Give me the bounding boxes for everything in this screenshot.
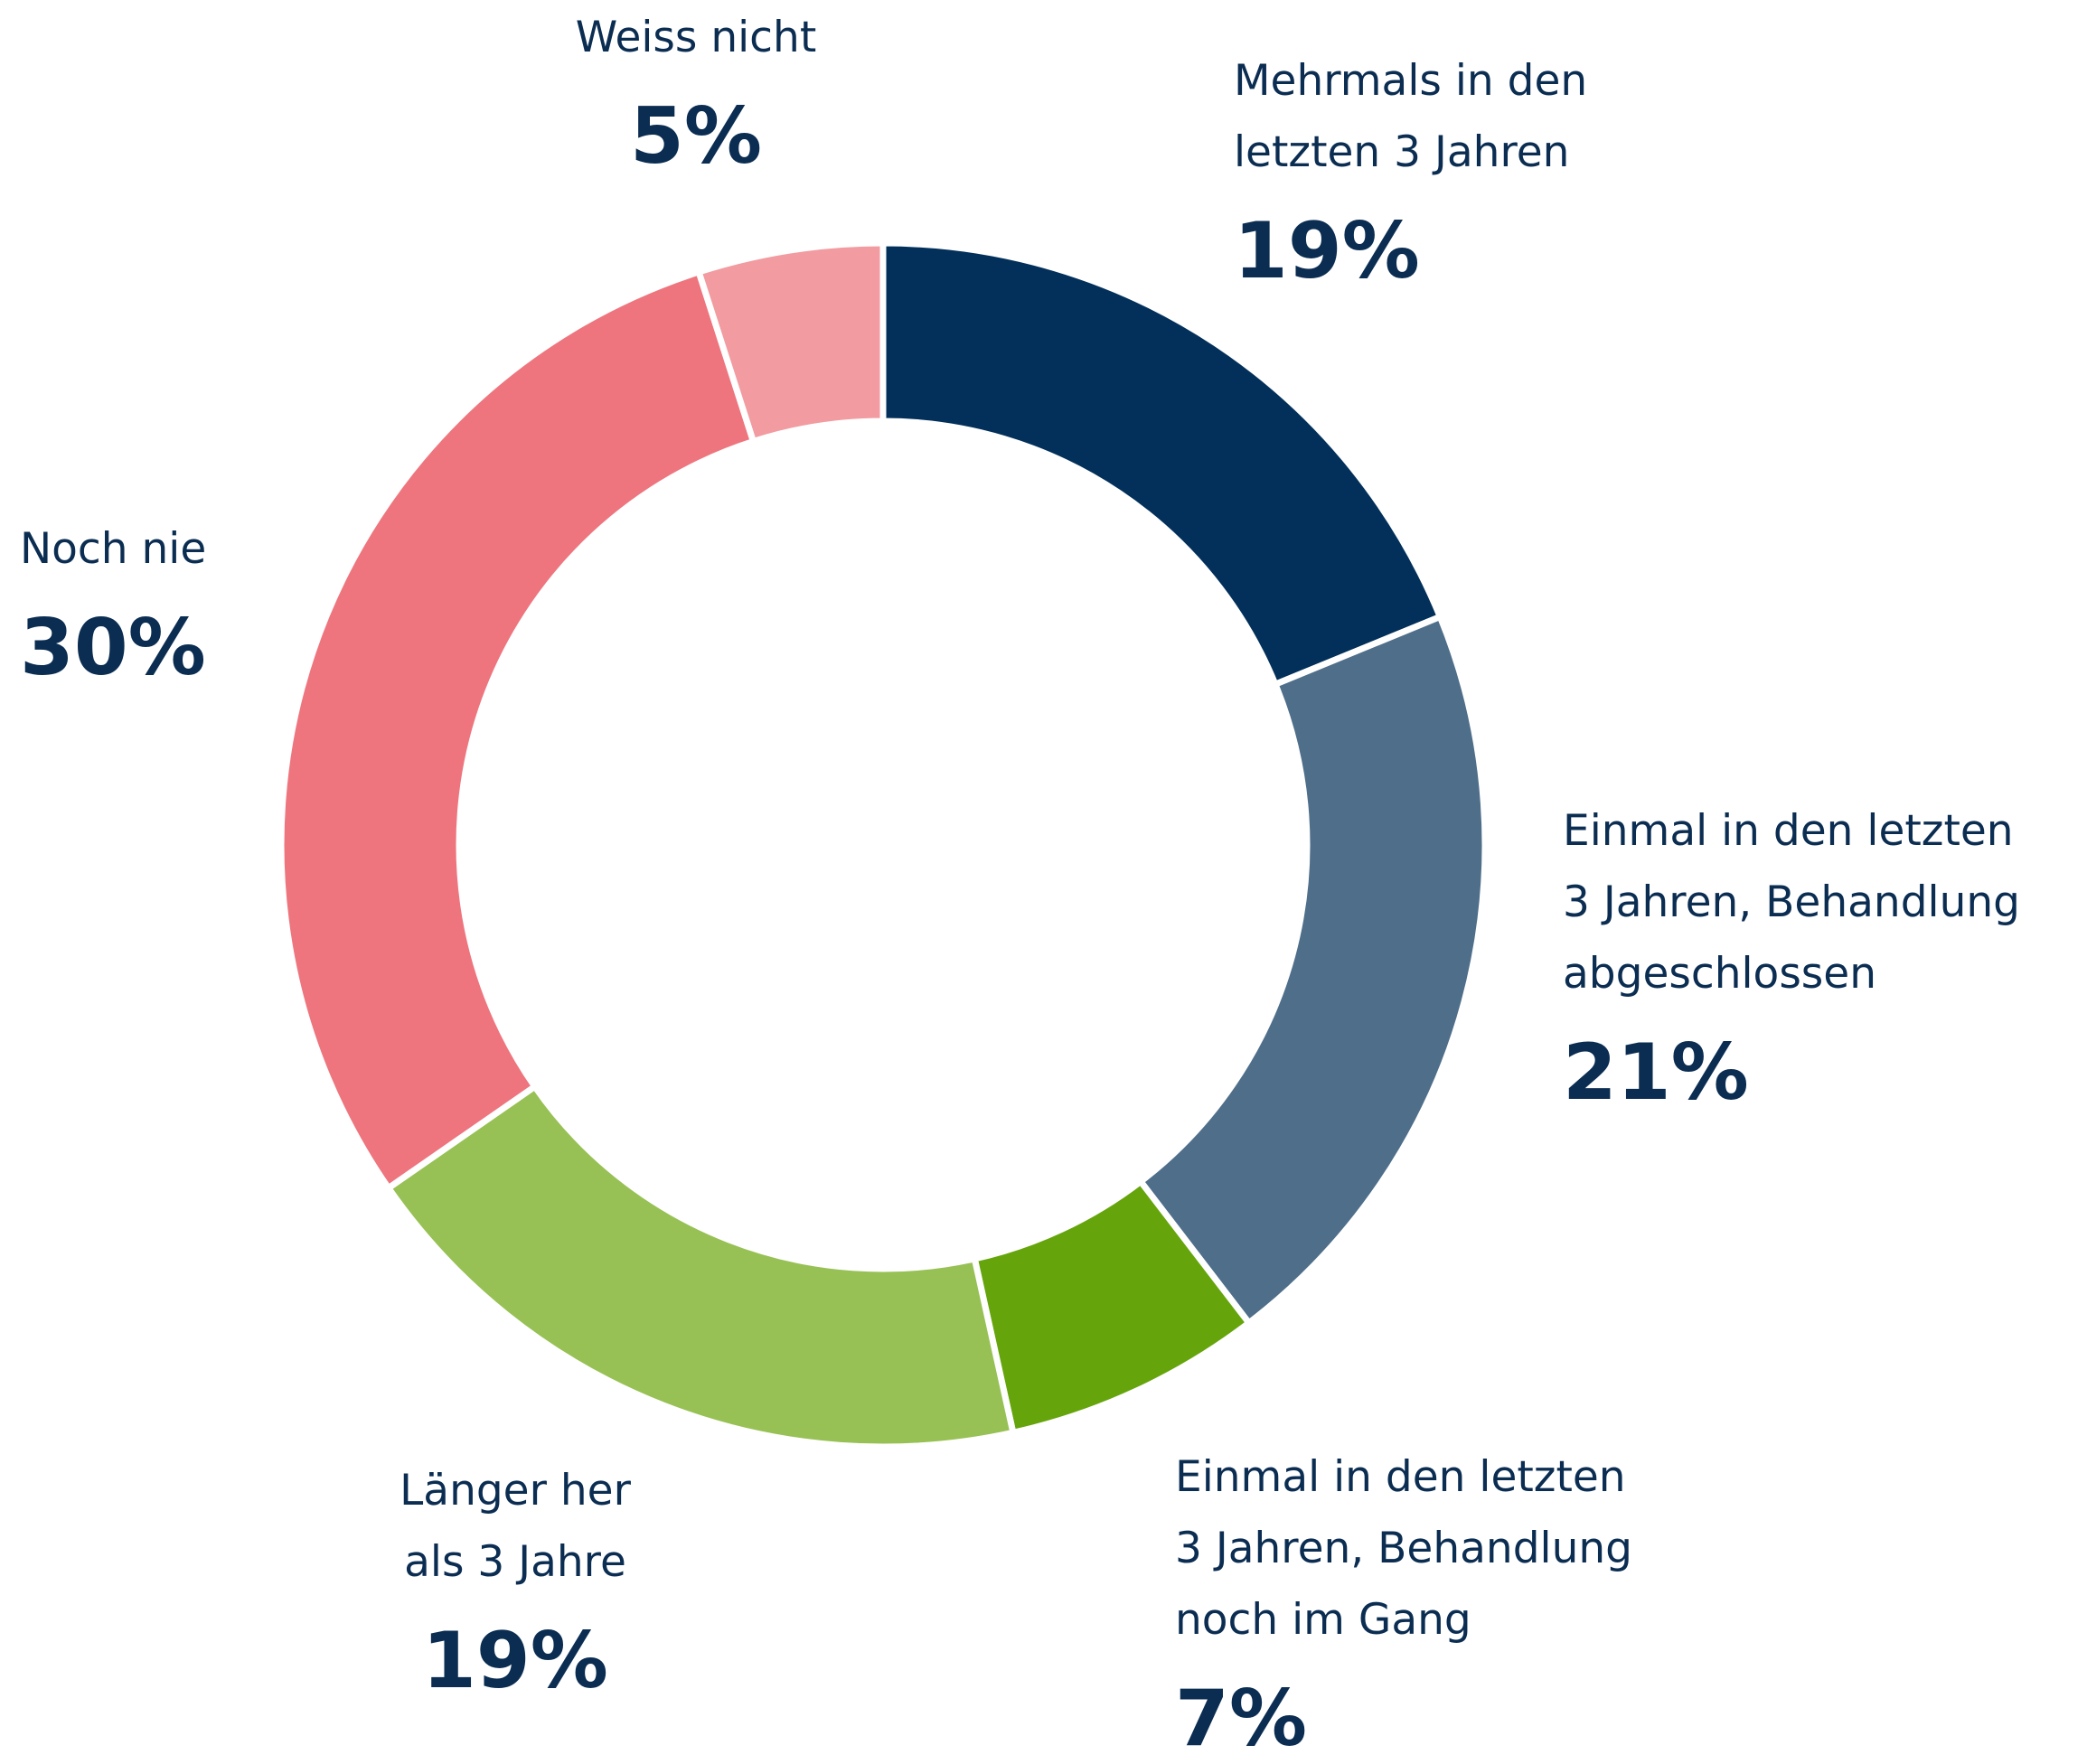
value-label: 21% bbox=[1563, 1027, 1749, 1118]
chart bbox=[277, 239, 1489, 1450]
value-label: 5% bbox=[629, 91, 762, 182]
segment-label: Noch nie 30% bbox=[20, 513, 206, 693]
category-label: Weiss nicht bbox=[575, 13, 817, 62]
category-label: Länger her als 3 Jahre bbox=[400, 1466, 631, 1587]
donut-segment bbox=[277, 267, 757, 1193]
category-label: Mehrmals in den letzten 3 Jahren bbox=[1234, 56, 1588, 177]
category-label: Einmal in den letzten 3 Jahren, Behandlu… bbox=[1563, 806, 2021, 999]
donut-segment bbox=[383, 1082, 1018, 1450]
segment-label: Einmal in den letzten 3 Jahren, Behandlu… bbox=[1175, 1441, 1632, 1764]
segment-label: Einmal in den letzten 3 Jahren, Behandlu… bbox=[1563, 795, 2020, 1118]
segment-label: Weiss nicht 5% bbox=[506, 2, 886, 182]
donut-segment bbox=[694, 239, 887, 446]
segment-label: Mehrmals in den letzten 3 Jahren 19% bbox=[1234, 45, 1587, 296]
segment-label: Länger her als 3 Jahre 19% bbox=[298, 1455, 732, 1706]
page: Mehrmals in den letzten 3 Jahren 19% Einma… bbox=[20, 2, 2021, 1764]
value-label: 7% bbox=[1175, 1674, 1308, 1764]
category-label: Noch nie bbox=[20, 524, 207, 574]
donut-segment bbox=[1136, 612, 1489, 1328]
value-label: 19% bbox=[422, 1616, 608, 1706]
value-label: 30% bbox=[20, 603, 206, 693]
category-label: Einmal in den letzten 3 Jahren, Behandlu… bbox=[1175, 1452, 1633, 1645]
donut-segment bbox=[879, 239, 1444, 689]
value-label: 19% bbox=[1234, 206, 1420, 296]
